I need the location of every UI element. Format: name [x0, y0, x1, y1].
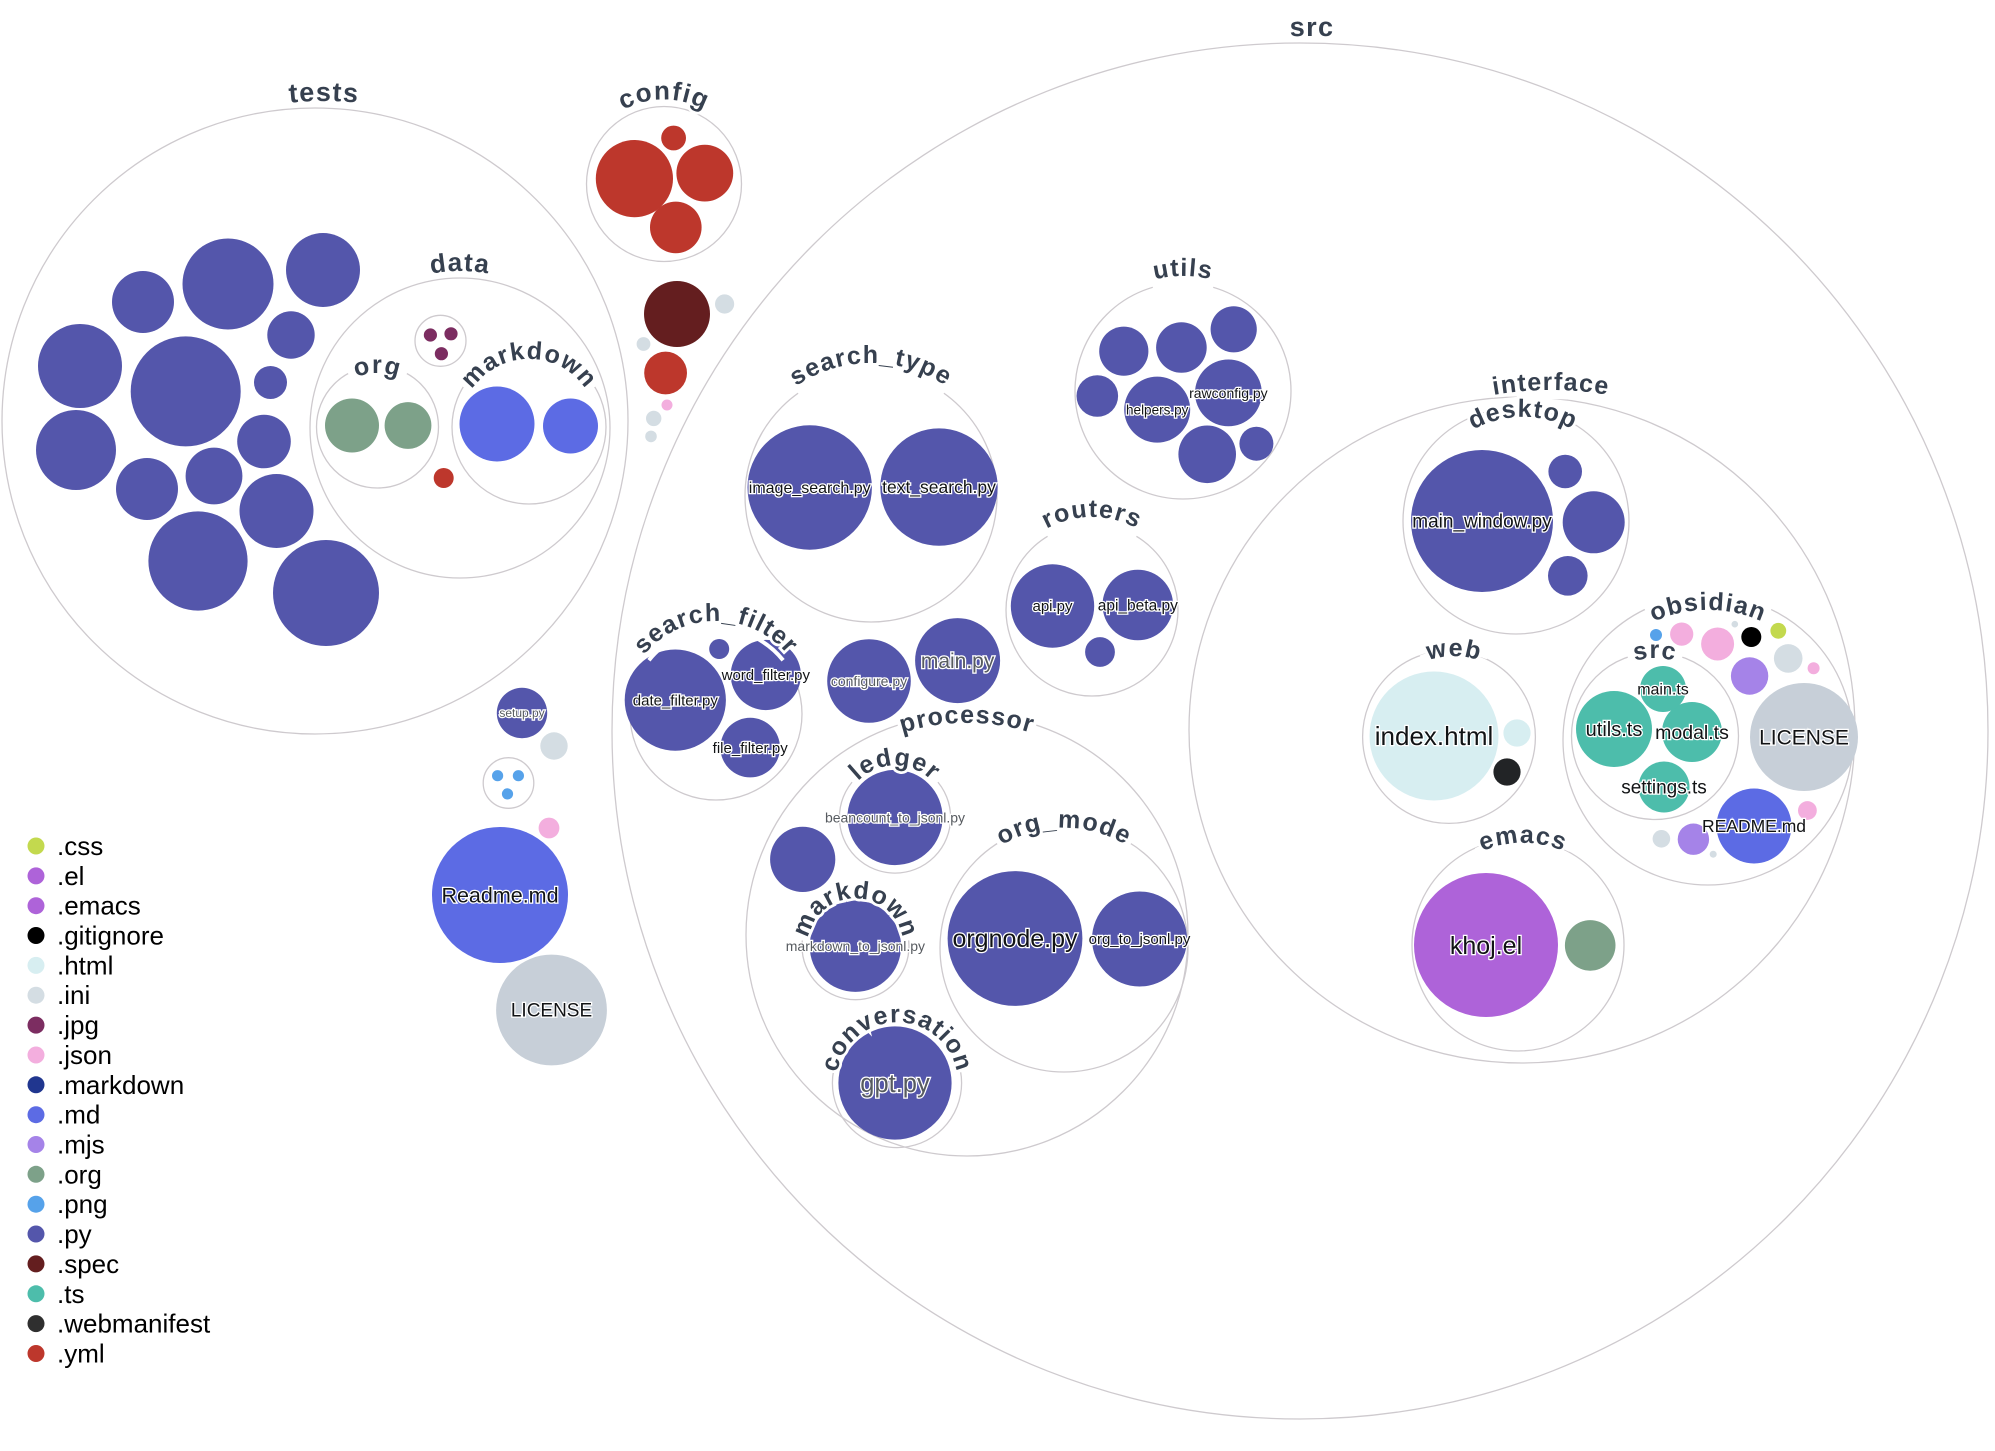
svg-text:api_beta.py: api_beta.py: [1098, 597, 1178, 614]
svg-text:.json: .json: [57, 1040, 112, 1070]
svg-text:LICENSE: LICENSE: [1759, 726, 1849, 749]
svg-text:.md: .md: [57, 1100, 100, 1130]
svg-text:utils.ts: utils.ts: [1586, 719, 1643, 741]
svg-text:main_window.py: main_window.py: [1412, 512, 1552, 533]
svg-text:gpt.py: gpt.py: [860, 1070, 930, 1098]
svg-text:word_filter.py: word_filter.py: [721, 667, 811, 684]
svg-text:main.ts: main.ts: [1637, 682, 1689, 699]
svg-text:modal.ts: modal.ts: [1655, 722, 1729, 744]
svg-text:src: src: [1631, 636, 1679, 666]
svg-text:index.html: index.html: [1375, 721, 1494, 751]
svg-text:.ini: .ini: [57, 980, 90, 1010]
svg-text:README.md: README.md: [1702, 816, 1806, 836]
svg-text:.html: .html: [57, 950, 113, 980]
svg-text:LICENSE: LICENSE: [511, 1001, 592, 1022]
svg-text:.spec: .spec: [57, 1249, 119, 1279]
svg-text:markdown: markdown: [455, 337, 603, 394]
svg-text:.jpg: .jpg: [57, 1010, 99, 1040]
svg-text:desktop: desktop: [1464, 395, 1582, 435]
svg-text:emacs: emacs: [1475, 820, 1571, 856]
svg-text:org_mode: org_mode: [992, 805, 1137, 850]
svg-text:.org: .org: [57, 1159, 102, 1189]
svg-text:.yml: .yml: [57, 1339, 105, 1369]
svg-text:Readme.md: Readme.md: [441, 884, 558, 908]
svg-text:beancount_to_jsonl.py: beancount_to_jsonl.py: [825, 809, 965, 825]
svg-text:image_search.py: image_search.py: [749, 480, 871, 497]
svg-text:khoj.el: khoj.el: [1450, 932, 1522, 960]
svg-text:text_search.py: text_search.py: [882, 477, 996, 498]
svg-text:setup.py: setup.py: [499, 706, 544, 720]
svg-text:file_filter.py: file_filter.py: [713, 740, 789, 757]
svg-text:rawconfig.py: rawconfig.py: [1189, 385, 1268, 401]
svg-text:tests: tests: [287, 77, 360, 109]
svg-text:processor: processor: [896, 701, 1038, 739]
svg-text:.mjs: .mjs: [57, 1130, 105, 1160]
svg-text:main.py: main.py: [921, 650, 995, 673]
svg-text:orgnode.py: orgnode.py: [952, 925, 1078, 953]
svg-text:.gitignore: .gitignore: [57, 921, 164, 951]
svg-text:helpers.py: helpers.py: [1126, 402, 1189, 417]
svg-text:src: src: [1289, 12, 1334, 42]
svg-text:.css: .css: [57, 831, 103, 861]
svg-text:config: config: [613, 75, 714, 115]
svg-text:.ts: .ts: [57, 1279, 84, 1309]
svg-text:routers: routers: [1037, 495, 1147, 534]
svg-text:api.py: api.py: [1032, 598, 1073, 615]
svg-text:org_to_jsonl.py: org_to_jsonl.py: [1089, 931, 1191, 948]
svg-text:.py: .py: [57, 1219, 92, 1249]
svg-text:.markdown: .markdown: [57, 1070, 184, 1100]
svg-text:org: org: [350, 351, 404, 383]
svg-text:utils: utils: [1151, 254, 1216, 285]
svg-text:data: data: [428, 247, 492, 280]
svg-text:settings.ts: settings.ts: [1621, 778, 1707, 799]
svg-text:.emacs: .emacs: [57, 891, 141, 921]
svg-text:interface: interface: [1490, 368, 1611, 401]
svg-text:markdown_to_jsonl.py: markdown_to_jsonl.py: [786, 938, 925, 954]
svg-text:web: web: [1423, 634, 1485, 666]
svg-text:.png: .png: [57, 1189, 108, 1219]
svg-text:configure.py: configure.py: [831, 673, 907, 689]
svg-text:.webmanifest: .webmanifest: [57, 1309, 211, 1339]
svg-text:date_filter.py: date_filter.py: [633, 692, 719, 709]
svg-text:.el: .el: [57, 861, 84, 891]
svg-text:search_type: search_type: [784, 341, 957, 391]
